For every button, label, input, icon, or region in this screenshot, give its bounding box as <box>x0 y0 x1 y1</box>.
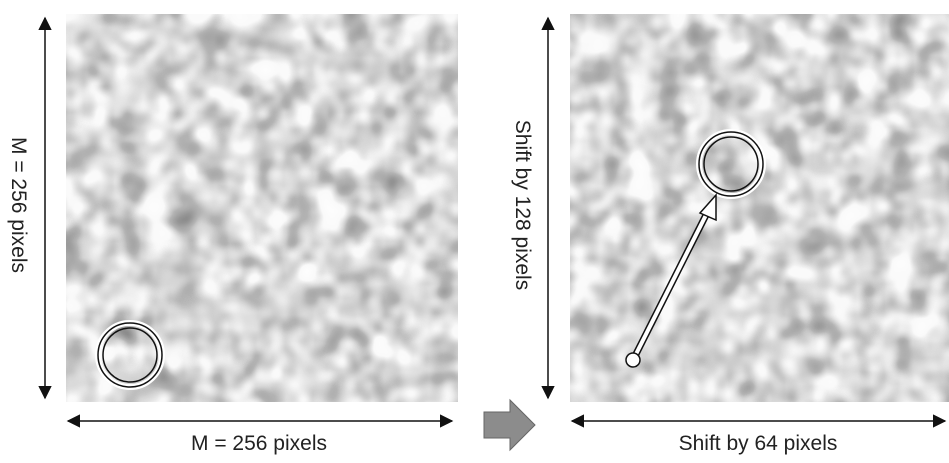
pattern-image <box>66 14 458 402</box>
horizontal-shift-label: Shift by 64 pixels <box>679 432 838 455</box>
vertical-shift-label: Shift by 128 pixels <box>511 120 534 290</box>
transition-arrow <box>484 400 535 450</box>
vertical-label: M = 256 pixels <box>7 137 30 273</box>
page: {"panels": [ {"left_label": "M = 256 pix… <box>0 0 949 458</box>
shifted-pattern-image <box>570 14 949 402</box>
figure: M = 256 pixels M = 256 pixels Shift by 1… <box>0 0 949 458</box>
horizontal-label: M = 256 pixels <box>191 432 327 455</box>
shift-origin <box>626 353 640 367</box>
